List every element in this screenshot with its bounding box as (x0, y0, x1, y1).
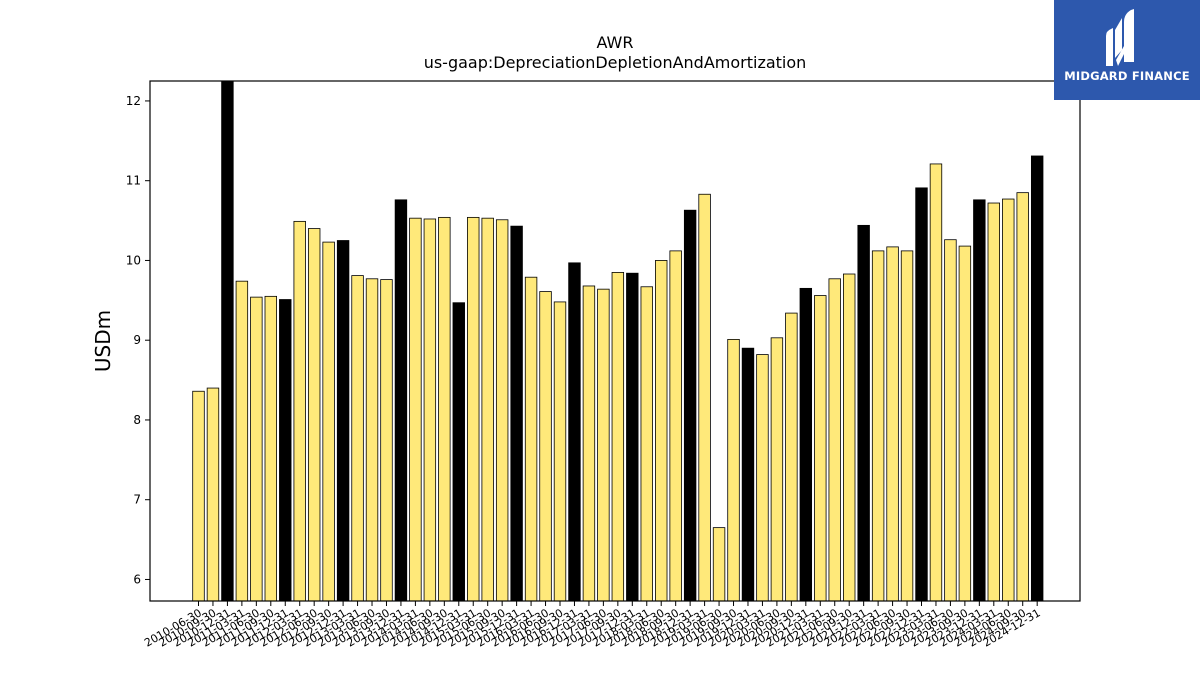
bar-2022-12-31 (915, 187, 928, 602)
bar-2024-06-30 (1002, 198, 1015, 602)
bar-2012-06-30 (307, 228, 321, 602)
bar-2019-12-31 (741, 347, 755, 602)
y-tick-label: 7 (133, 493, 141, 507)
bar-2017-03-31 (582, 285, 596, 602)
brand-name: MIDGARD FINANCE (1064, 69, 1190, 83)
y-tick-label: 9 (133, 333, 141, 347)
bar-2018-03-31 (640, 286, 653, 602)
bar-2012-12-31 (336, 240, 350, 602)
bar-2012-03-31 (293, 220, 306, 602)
bar-2017-12-31 (626, 272, 639, 602)
bar-2023-06-30 (944, 239, 957, 602)
bar-2020-03-31 (756, 354, 769, 602)
bar-2018-06-30 (655, 260, 668, 602)
bar-2016-06-30 (539, 291, 552, 602)
bar-2014-09-30 (438, 216, 451, 602)
bar-2017-06-30 (597, 288, 610, 602)
bar-2014-03-31 (409, 217, 422, 602)
bar-2023-12-31 (973, 199, 986, 602)
bar-2018-09-30 (669, 250, 682, 602)
bar-2020-09-30 (785, 312, 798, 602)
bar-2013-12-31 (394, 199, 408, 602)
bar-2011-03-31 (235, 280, 249, 602)
bar-2017-09-30 (611, 272, 625, 602)
bar-2018-12-31 (683, 209, 697, 602)
bar-2019-06-30 (712, 527, 726, 602)
bar-2010-12-31 (221, 80, 234, 602)
y-tick-label: 6 (133, 572, 141, 586)
bar-2010-09-30 (206, 387, 220, 602)
bar-2013-09-30 (380, 279, 393, 602)
bar-2022-06-30 (886, 246, 899, 602)
bar-2021-03-31 (814, 295, 827, 602)
bar-2014-12-31 (452, 302, 465, 602)
bar-2014-06-30 (423, 218, 437, 602)
bar-2022-03-31 (871, 250, 885, 602)
bar-2019-09-30 (727, 338, 740, 602)
bar-2024-09-30 (1016, 192, 1029, 602)
bar-2015-12-31 (510, 225, 523, 602)
y-tick-label: 12 (126, 94, 141, 108)
x-ticks-group: 2010-06-302010-09-302010-12-312011-03-31… (142, 601, 1043, 650)
bar-2021-12-31 (857, 224, 870, 602)
bar-2012-09-30 (322, 241, 335, 602)
y-tick-label: 8 (133, 413, 141, 427)
bar-2020-12-31 (799, 287, 813, 602)
bar-2016-12-31 (568, 262, 581, 602)
chart-subtitle: us-gaap:DepreciationDepletionAndAmortiza… (424, 53, 807, 72)
y-ticks-group: 6 7 8 9 10 11 12 (126, 94, 150, 586)
y-tick-label: 11 (126, 174, 141, 188)
brand-logo: MIDGARD FINANCE (1054, 0, 1200, 100)
bar-2015-03-31 (467, 216, 480, 602)
bar-2016-03-31 (524, 276, 538, 602)
bar-2024-12-31 (1030, 155, 1044, 602)
bar-2015-09-30 (495, 219, 509, 602)
y-tick-label: 10 (126, 253, 141, 267)
bar-2021-06-30 (828, 278, 841, 602)
bar-2021-09-30 (843, 273, 856, 602)
bar-2010-06-30 (192, 390, 205, 602)
bar-2011-06-30 (250, 296, 263, 602)
bar-2016-09-30 (553, 301, 567, 602)
bar-2022-09-30 (900, 250, 914, 602)
plot-frame (149, 80, 1081, 602)
bar-2024-03-31 (987, 202, 1001, 602)
bar-2019-03-31 (698, 193, 711, 602)
bar-2023-03-31 (929, 163, 943, 602)
brand-mark-icon (1106, 9, 1134, 66)
bar-2011-09-30 (264, 295, 278, 602)
bar-2013-06-30 (365, 278, 379, 602)
chart-title: AWR (596, 33, 633, 52)
bar-2023-09-30 (958, 245, 972, 602)
bars-group (192, 80, 1044, 602)
bar-2015-06-30 (481, 217, 494, 602)
y-axis-label: USDm (91, 310, 115, 372)
bar-2020-06-30 (770, 337, 784, 602)
bar-2011-12-31 (279, 299, 292, 602)
bar-2013-03-31 (351, 275, 364, 602)
